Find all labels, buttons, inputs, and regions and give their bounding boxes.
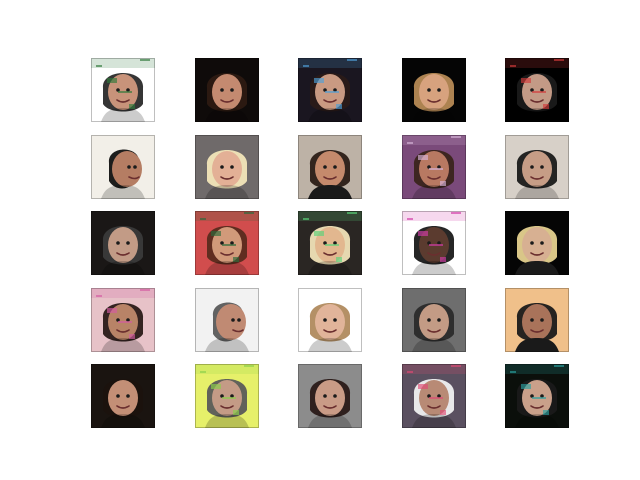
face-sample-image: [91, 58, 155, 122]
face-sample-image: [195, 58, 259, 122]
face-sample-tile: [91, 58, 155, 122]
face-sample-tile: [505, 135, 569, 199]
face-sample-tile: [298, 211, 362, 275]
face-sample-tile: [195, 364, 259, 428]
face-sample-image: [195, 364, 259, 428]
face-sample-image: [91, 211, 155, 275]
face-sample-image: [298, 58, 362, 122]
face-sample-image: [402, 211, 466, 275]
face-sample-tile: [91, 211, 155, 275]
face-sample-tile: [505, 58, 569, 122]
face-sample-image: [505, 364, 569, 428]
face-sample-tile: [298, 364, 362, 428]
face-sample-image: [505, 135, 569, 199]
face-sample-image: [91, 364, 155, 428]
face-sample-tile: [298, 135, 362, 199]
face-sample-tile: [505, 364, 569, 428]
face-sample-tile: [298, 288, 362, 352]
face-sample-image: [195, 211, 259, 275]
face-sample-image: [298, 364, 362, 428]
face-sample-tile: [505, 288, 569, 352]
face-sample-image: [505, 211, 569, 275]
face-sample-image: [91, 288, 155, 352]
face-sample-image: [402, 135, 466, 199]
face-sample-tile: [402, 135, 466, 199]
face-sample-tile: [91, 135, 155, 199]
face-sample-image: [195, 135, 259, 199]
face-sample-tile: [402, 211, 466, 275]
face-sample-tile: [195, 211, 259, 275]
face-sample-image: [91, 135, 155, 199]
face-sample-image: [402, 58, 466, 122]
face-sample-tile: [402, 58, 466, 122]
face-sample-image: [298, 135, 362, 199]
face-sample-tile: [91, 288, 155, 352]
face-sample-image: [402, 364, 466, 428]
face-sample-image: [298, 288, 362, 352]
face-sample-tile: [402, 288, 466, 352]
face-sample-image: [505, 288, 569, 352]
face-sample-image: [298, 211, 362, 275]
face-sample-tile: [195, 288, 259, 352]
face-sample-tile: [298, 58, 362, 122]
face-sample-image: [402, 288, 466, 352]
face-sample-image: [505, 58, 569, 122]
face-sample-tile: [195, 58, 259, 122]
face-sample-image: [195, 288, 259, 352]
face-sample-tile: [505, 211, 569, 275]
face-sample-tile: [402, 364, 466, 428]
face-sample-tile: [91, 364, 155, 428]
face-sample-tile: [195, 135, 259, 199]
